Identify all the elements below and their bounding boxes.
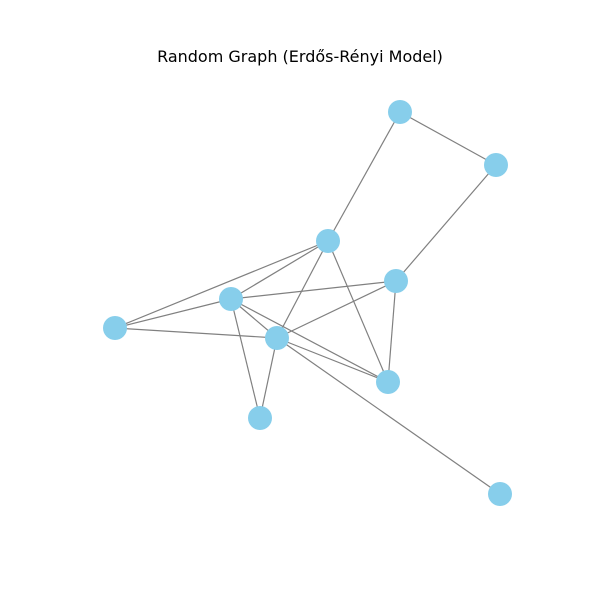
edge-layer bbox=[114, 111, 501, 495]
graph-node-n1 bbox=[484, 153, 508, 177]
graph-edge-n3-n4 bbox=[230, 280, 397, 300]
graph-node-n3 bbox=[384, 269, 408, 293]
graph-edge-n6-n9 bbox=[276, 337, 501, 495]
graph-node-n8 bbox=[376, 370, 400, 394]
graph-node-n7 bbox=[248, 406, 272, 430]
graph-edge-n1-n3 bbox=[395, 164, 497, 282]
graph-node-n2 bbox=[316, 229, 340, 253]
graph-node-n9 bbox=[488, 482, 512, 506]
graph-edge-n3-n8 bbox=[387, 280, 397, 383]
graph-edge-n4-n8 bbox=[230, 298, 389, 383]
graph-edge-n4-n5 bbox=[114, 298, 232, 329]
graph-edge-n6-n8 bbox=[276, 337, 389, 383]
graph-edge-n2-n5 bbox=[114, 240, 329, 329]
graph-edge-n6-n7 bbox=[259, 337, 278, 419]
graph-edge-n5-n6 bbox=[114, 327, 278, 339]
node-layer bbox=[103, 100, 512, 506]
graph-edge-n2-n4 bbox=[230, 240, 329, 300]
graph-edge-n2-n6 bbox=[276, 240, 329, 339]
graph-edge-n2-n8 bbox=[327, 240, 389, 383]
graph-edge-n4-n7 bbox=[230, 298, 261, 419]
graph-node-n5 bbox=[103, 316, 127, 340]
graph-edge-n3-n6 bbox=[276, 280, 397, 339]
graph-edge-n0-n2 bbox=[327, 111, 401, 242]
graph-edge-n0-n1 bbox=[399, 111, 497, 166]
graph-title: Random Graph (Erdős-Rényi Model) bbox=[157, 47, 443, 66]
graph-node-n4 bbox=[219, 287, 243, 311]
graph-node-n6 bbox=[265, 326, 289, 350]
graph-node-n0 bbox=[388, 100, 412, 124]
